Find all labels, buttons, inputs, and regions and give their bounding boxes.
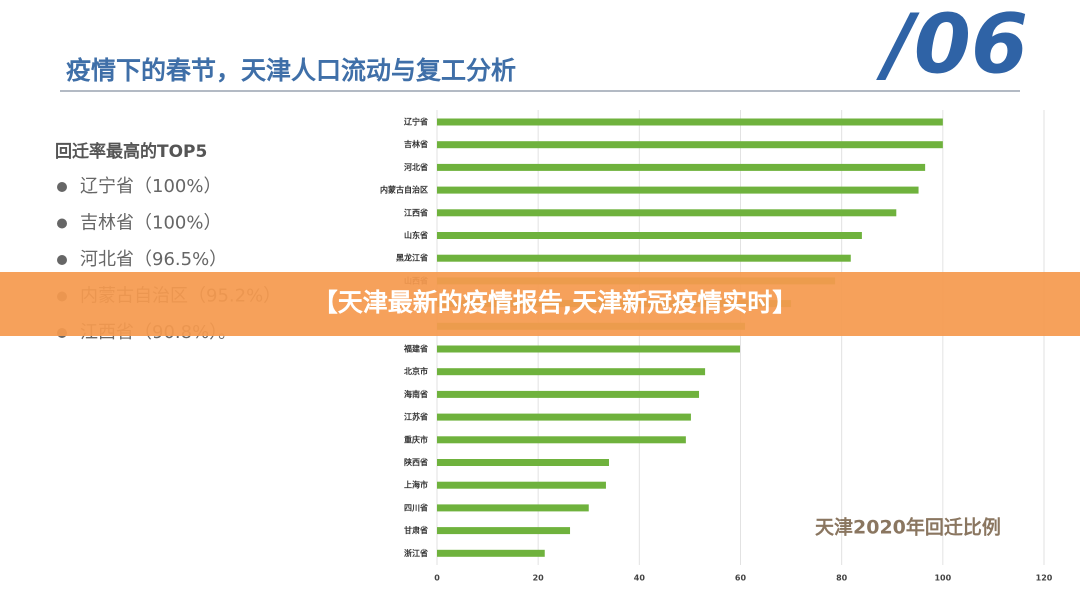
x-tick-label: 40	[634, 574, 646, 583]
y-tick-label: 山东省	[404, 230, 428, 240]
bar	[437, 141, 943, 149]
y-tick-label: 吉林省	[404, 139, 428, 149]
x-tick-label: 0	[434, 574, 440, 583]
y-tick-label: 辽宁省	[404, 117, 428, 127]
bar	[437, 118, 943, 126]
page-number: /06	[876, 0, 1028, 92]
bullet	[57, 255, 67, 265]
banner	[0, 272, 1080, 336]
slide-title: 疫情下的春节，天津人口流动与复工分析	[66, 56, 516, 85]
y-tick-label: 黑龙江省	[396, 253, 428, 263]
y-tick-label: 陕西省	[404, 457, 428, 467]
bar	[437, 368, 706, 376]
x-tick-label: 100	[934, 574, 951, 583]
y-tick-label: 内蒙古自治区	[380, 185, 428, 195]
chart-annotation: 天津2020年回迁比例	[815, 516, 1001, 539]
bar	[437, 163, 926, 171]
y-tick-label: 重庆市	[404, 434, 428, 444]
bar	[437, 504, 589, 512]
y-tick-label: 福建省	[403, 344, 428, 354]
bar	[437, 186, 919, 194]
banner-text: 【天津最新的疫情报告,天津新冠疫情实时】	[313, 288, 798, 317]
bullet	[57, 218, 67, 229]
bar	[437, 254, 851, 262]
chart: 0 20 40 60 80 100 120 辽宁省吉林省河北省内蒙古自治区江西省山东省黑龙江省…	[380, 110, 1053, 583]
bar	[437, 413, 691, 421]
y-tick-label: 江西省	[404, 207, 428, 217]
bar	[437, 459, 609, 466]
sidebar-heading: 回迁率最高的TOP5	[55, 141, 207, 162]
bar	[437, 481, 606, 489]
y-tick-label: 海南省	[404, 389, 428, 399]
y-tick-label: 江苏省	[404, 412, 428, 422]
y-tick-label: 北京市	[404, 366, 428, 376]
x-tick-label: 80	[836, 574, 848, 583]
x-tick-label: 20	[533, 574, 545, 583]
bar	[437, 390, 700, 398]
bar	[437, 549, 545, 557]
bar	[437, 436, 686, 444]
bar	[437, 232, 862, 239]
sidebar-item: 吉林省（100%）	[80, 213, 221, 234]
x-tick-label: 60	[735, 574, 747, 583]
bar	[437, 209, 897, 217]
y-tick-label: 上海市	[404, 480, 428, 490]
sidebar-item: 河北省（96.5%）	[80, 249, 227, 270]
y-tick-label: 甘肃省	[404, 525, 428, 535]
x-tick-label: 120	[1036, 574, 1053, 583]
bullet	[57, 182, 67, 192]
y-tick-label: 河北省	[404, 162, 428, 172]
bar	[437, 345, 740, 353]
y-tick-label: 四川省	[404, 502, 428, 512]
y-tick-label: 浙江省	[404, 548, 428, 558]
bar	[437, 527, 571, 535]
sidebar-item: 辽宁省（100%）	[80, 176, 221, 197]
